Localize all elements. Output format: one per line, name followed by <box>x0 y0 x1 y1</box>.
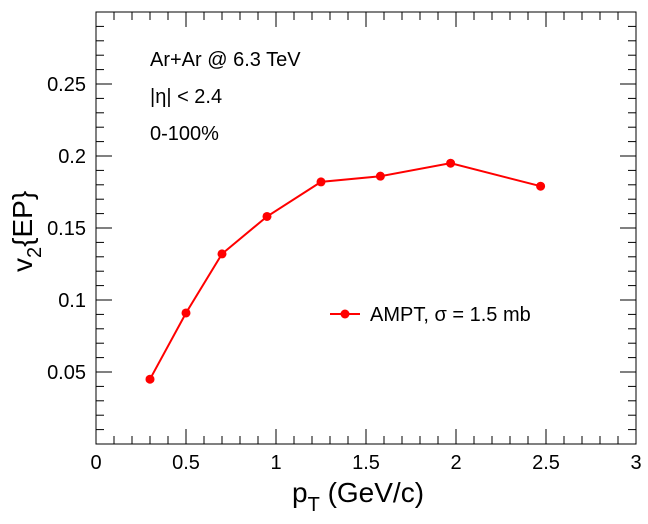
data-point <box>262 211 272 221</box>
series-layer <box>145 158 546 384</box>
plot-frame <box>95 11 637 445</box>
series-line <box>149 162 541 380</box>
y-axis-title-sub: 2 <box>24 247 46 258</box>
data-point <box>536 181 546 191</box>
legend-entry: AMPT, σ = 1.5 mb <box>370 304 531 326</box>
data-point <box>375 171 385 181</box>
tick-labels: 0 0.5 1 1.5 2 2.5 3 0.05 0.1 0.15 0.2 0.25 <box>47 74 642 474</box>
y-axis-title-main: v <box>7 258 38 272</box>
x-axis-title: pT (GeV/c) <box>292 477 424 516</box>
data-point <box>316 177 326 187</box>
x-tick-label: 3 <box>630 452 641 474</box>
annotation-centrality: 0-100% <box>150 123 219 145</box>
x-axis-title-rest: (GeV/c) <box>320 477 424 508</box>
data-point <box>181 308 191 318</box>
x-axis-title-main: p <box>292 477 308 508</box>
y-tick-label: 0.1 <box>58 290 86 312</box>
x-tick-label: 0.5 <box>172 452 200 474</box>
x-tick-label: 1 <box>270 452 281 474</box>
annotation-system: Ar+Ar @ 6.3 TeV <box>150 49 301 71</box>
y-axis-title-rest: {EP} <box>7 191 38 247</box>
y-tick-label: 0.15 <box>47 218 86 240</box>
y-axis-title: v2{EP} <box>7 191 46 272</box>
annotation-eta: |η| < 2.4 <box>150 86 222 108</box>
legend-marker <box>340 309 350 319</box>
y-tick-label: 0.25 <box>47 74 86 96</box>
x-tick-label: 1.5 <box>352 452 380 474</box>
data-point <box>145 374 155 384</box>
y-tick-label: 0.05 <box>47 362 86 384</box>
x-tick-label: 0 <box>90 452 101 474</box>
axis-ticks <box>95 11 637 445</box>
annotations: Ar+Ar @ 6.3 TeV |η| < 2.4 0-100% <box>150 49 301 145</box>
x-tick-label: 2.5 <box>532 452 560 474</box>
data-point <box>446 158 456 168</box>
data-point <box>217 249 227 259</box>
x-axis-title-sub: T <box>308 494 320 516</box>
x-tick-label: 2 <box>450 452 461 474</box>
y-tick-label: 0.2 <box>58 146 86 168</box>
legend: AMPT, σ = 1.5 mb <box>330 304 531 326</box>
